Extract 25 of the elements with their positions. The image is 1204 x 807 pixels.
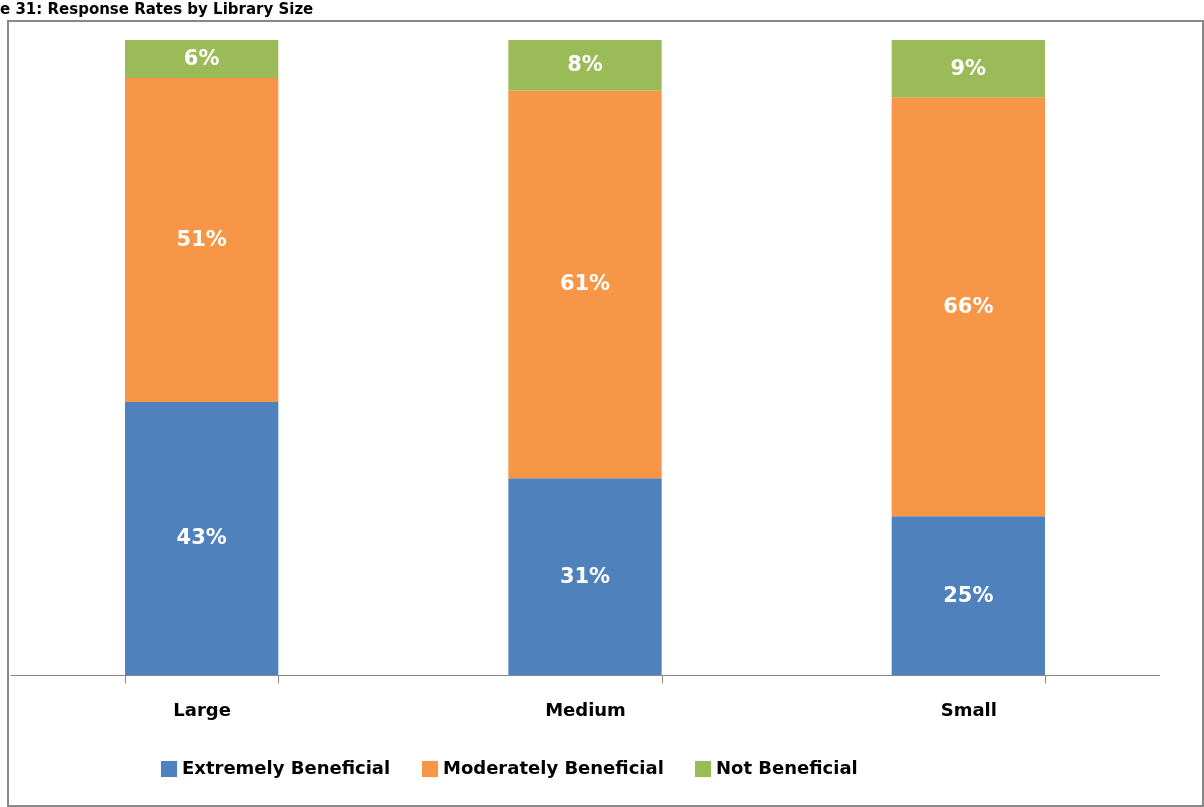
legend-label: Moderately Beneficial xyxy=(443,757,664,778)
data-label: 8% xyxy=(567,52,603,77)
data-label: 9% xyxy=(950,55,987,80)
data-label: 66% xyxy=(943,293,994,318)
data-label: 6% xyxy=(183,46,220,71)
data-label: 43% xyxy=(176,525,227,550)
bar xyxy=(125,40,279,79)
data-label: 25% xyxy=(943,582,994,607)
x-tick-label: Large xyxy=(173,698,231,720)
bar xyxy=(891,40,1045,98)
bar xyxy=(125,78,279,402)
bar xyxy=(891,97,1045,517)
x-tick-label: Medium xyxy=(545,698,626,720)
data-label: 31% xyxy=(559,563,611,588)
bar xyxy=(508,478,662,675)
bar xyxy=(508,90,662,479)
chart-title: e 31: Response Rates by Library Size xyxy=(0,0,314,18)
legend-label: Not Beneficial xyxy=(716,757,858,778)
legend-label: Extremely Beneficial xyxy=(182,757,391,778)
bar xyxy=(125,401,279,675)
data-label: 51% xyxy=(176,227,227,252)
bar xyxy=(508,40,662,91)
data-label: 61% xyxy=(559,271,611,296)
bar xyxy=(891,516,1045,675)
x-tick-label: Small xyxy=(940,698,997,720)
